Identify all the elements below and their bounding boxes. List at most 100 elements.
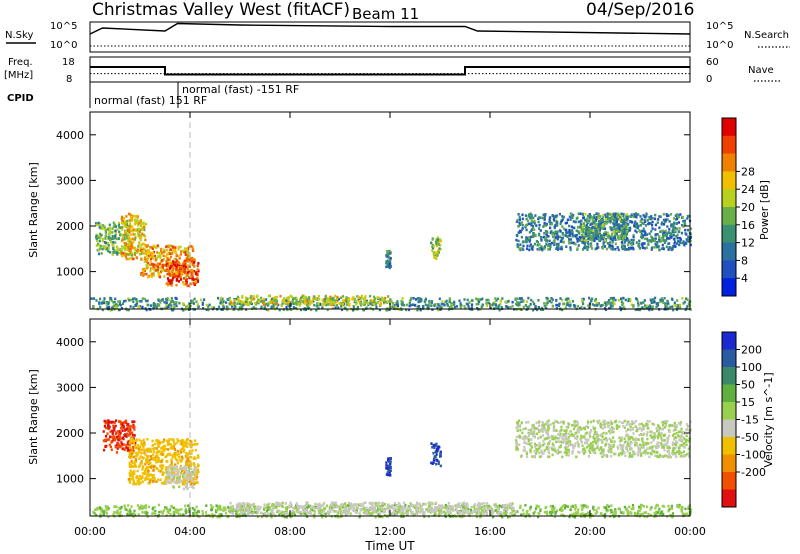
data-cell	[396, 301, 399, 304]
data-cell	[672, 224, 675, 228]
data-cell	[432, 245, 435, 248]
data-cell	[162, 254, 165, 258]
data-cell	[549, 216, 552, 219]
data-cell	[515, 303, 519, 307]
data-cell	[408, 301, 411, 305]
data-cell	[618, 234, 621, 238]
data-cell	[316, 298, 319, 302]
data-cell	[284, 301, 287, 305]
data-cell	[590, 244, 593, 248]
data-cell	[273, 299, 277, 302]
data-cell	[501, 297, 504, 300]
data-cell	[651, 220, 654, 224]
data-cell	[582, 302, 585, 306]
data-cell	[173, 455, 176, 458]
data-cell	[361, 302, 364, 306]
data-cell	[289, 515, 292, 519]
data-cell	[665, 304, 668, 307]
data-cell	[217, 507, 220, 511]
data-cell	[147, 461, 150, 464]
data-cell	[286, 296, 289, 300]
data-cell	[118, 420, 121, 423]
data-cell	[526, 509, 529, 513]
data-cell	[191, 477, 195, 480]
data-cell	[595, 225, 598, 228]
data-cell	[176, 449, 180, 453]
data-cell	[175, 472, 178, 476]
data-cell	[644, 231, 647, 235]
data-cell	[645, 511, 648, 514]
data-cell	[586, 241, 589, 244]
data-cell	[179, 464, 182, 468]
data-cell	[517, 213, 520, 216]
data-cell	[593, 226, 596, 230]
data-cell	[127, 243, 130, 246]
data-cell	[562, 504, 565, 507]
data-cell	[113, 438, 116, 442]
data-cell	[526, 247, 529, 251]
data-cell	[566, 299, 569, 302]
data-cell	[324, 294, 327, 298]
data-cell	[638, 245, 641, 248]
data-cell	[112, 426, 115, 430]
data-cell	[152, 306, 155, 310]
data-cell	[184, 511, 188, 515]
data-cell	[511, 300, 514, 304]
data-cell	[114, 234, 117, 238]
data-cell	[139, 448, 143, 452]
data-cell	[175, 481, 178, 485]
data-cell	[114, 233, 117, 236]
data-cell	[114, 250, 118, 254]
data-cell	[107, 249, 110, 253]
data-cell	[680, 505, 683, 509]
data-cell	[681, 512, 684, 515]
data-cell	[612, 230, 615, 233]
data-cell	[179, 245, 182, 249]
data-cell	[317, 302, 320, 305]
data-cell	[135, 458, 138, 461]
data-cell	[190, 452, 193, 455]
cpid-label: CPID	[7, 93, 34, 104]
data-cell	[131, 237, 134, 241]
data-cell	[169, 282, 172, 285]
data-cell	[613, 510, 616, 513]
data-cell	[181, 457, 184, 460]
data-cell	[657, 218, 660, 221]
data-cell	[185, 250, 188, 253]
data-cell	[137, 234, 140, 238]
data-cell	[110, 441, 113, 444]
data-cell	[568, 234, 571, 237]
data-cell	[90, 297, 93, 300]
data-cell	[475, 302, 478, 306]
data-cell	[568, 242, 571, 245]
data-cell	[109, 251, 112, 254]
data-cell	[611, 216, 614, 220]
data-cell	[619, 217, 622, 221]
data-cell	[650, 240, 653, 243]
data-cell	[113, 505, 116, 508]
data-cell	[467, 507, 470, 511]
data-cell	[671, 229, 674, 233]
data-cell	[651, 236, 654, 240]
data-cell	[607, 505, 610, 508]
data-cell	[674, 240, 677, 244]
data-cell	[516, 510, 519, 513]
data-cell	[153, 254, 156, 258]
data-cell	[150, 257, 153, 261]
data-cell	[99, 513, 102, 516]
data-cell	[132, 233, 135, 236]
beam-label: Beam 11	[352, 5, 419, 23]
data-cell	[193, 473, 196, 476]
data-cell	[130, 233, 133, 236]
data-cell	[660, 247, 664, 250]
data-cell	[117, 442, 120, 446]
data-cell	[542, 213, 545, 217]
data-cell	[439, 239, 443, 243]
data-cell	[599, 304, 602, 308]
data-cell	[283, 299, 286, 303]
data-cell	[603, 301, 607, 304]
data-cell	[113, 304, 116, 307]
data-cell	[596, 242, 599, 246]
data-cell	[588, 296, 591, 300]
data-cell	[550, 241, 554, 245]
